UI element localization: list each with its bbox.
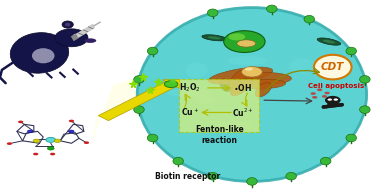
Ellipse shape: [134, 76, 144, 83]
Ellipse shape: [137, 8, 367, 181]
Ellipse shape: [247, 178, 257, 185]
Ellipse shape: [147, 47, 158, 55]
Ellipse shape: [202, 35, 227, 41]
Ellipse shape: [208, 9, 218, 17]
Ellipse shape: [320, 157, 331, 165]
Text: Cu$^{2+}$: Cu$^{2+}$: [232, 106, 253, 119]
Ellipse shape: [209, 67, 273, 84]
Text: $\bullet$OH: $\bullet$OH: [233, 82, 252, 93]
Ellipse shape: [147, 134, 158, 142]
Text: Biotin receptor: Biotin receptor: [155, 172, 221, 181]
Ellipse shape: [241, 79, 286, 89]
Circle shape: [7, 142, 12, 145]
Ellipse shape: [65, 23, 70, 26]
Ellipse shape: [224, 31, 265, 52]
Ellipse shape: [346, 47, 356, 55]
Ellipse shape: [245, 67, 253, 71]
Circle shape: [322, 95, 327, 98]
Ellipse shape: [267, 5, 277, 13]
Circle shape: [54, 139, 61, 143]
Ellipse shape: [208, 172, 218, 180]
Ellipse shape: [260, 105, 292, 119]
Ellipse shape: [235, 72, 291, 85]
Ellipse shape: [84, 38, 96, 43]
Polygon shape: [90, 76, 171, 147]
Ellipse shape: [62, 21, 73, 28]
Ellipse shape: [228, 33, 245, 40]
Ellipse shape: [304, 15, 314, 23]
Circle shape: [33, 139, 40, 143]
Ellipse shape: [242, 67, 262, 77]
Ellipse shape: [173, 157, 183, 165]
Ellipse shape: [218, 115, 237, 131]
Circle shape: [84, 141, 89, 144]
Ellipse shape: [286, 172, 296, 180]
Text: H$_2$O$_2$: H$_2$O$_2$: [179, 82, 201, 94]
Circle shape: [46, 137, 56, 142]
Circle shape: [69, 120, 74, 122]
Ellipse shape: [134, 106, 144, 113]
Circle shape: [327, 98, 332, 101]
Ellipse shape: [208, 36, 221, 39]
Ellipse shape: [317, 38, 341, 45]
Circle shape: [311, 92, 316, 95]
Ellipse shape: [183, 114, 208, 123]
Text: Cell apoptosis: Cell apoptosis: [308, 83, 365, 89]
Ellipse shape: [249, 59, 269, 71]
Circle shape: [324, 92, 330, 94]
Circle shape: [27, 130, 33, 133]
Text: CDT: CDT: [321, 62, 344, 72]
Ellipse shape: [55, 29, 88, 47]
Text: Fenton-like
reaction: Fenton-like reaction: [195, 125, 244, 145]
Circle shape: [50, 153, 55, 155]
Ellipse shape: [220, 79, 231, 91]
Ellipse shape: [170, 79, 176, 83]
Ellipse shape: [326, 97, 340, 104]
Ellipse shape: [229, 69, 252, 93]
Ellipse shape: [230, 78, 251, 96]
Circle shape: [69, 130, 74, 133]
Ellipse shape: [359, 76, 370, 83]
FancyArrow shape: [99, 79, 180, 121]
Ellipse shape: [256, 81, 289, 94]
Ellipse shape: [323, 40, 335, 43]
Ellipse shape: [237, 40, 256, 47]
Ellipse shape: [359, 106, 370, 113]
Circle shape: [18, 121, 23, 123]
Ellipse shape: [10, 33, 69, 73]
Ellipse shape: [314, 55, 352, 79]
Ellipse shape: [32, 48, 55, 63]
Ellipse shape: [230, 98, 268, 113]
Text: Cu$^+$: Cu$^+$: [181, 107, 199, 118]
Ellipse shape: [255, 83, 271, 97]
Circle shape: [47, 147, 54, 150]
Circle shape: [164, 81, 178, 88]
Circle shape: [312, 96, 317, 99]
Ellipse shape: [346, 134, 356, 142]
Ellipse shape: [223, 82, 229, 88]
Circle shape: [33, 153, 38, 155]
FancyBboxPatch shape: [179, 79, 259, 132]
Circle shape: [334, 98, 338, 101]
Circle shape: [317, 88, 322, 91]
Ellipse shape: [327, 102, 338, 106]
